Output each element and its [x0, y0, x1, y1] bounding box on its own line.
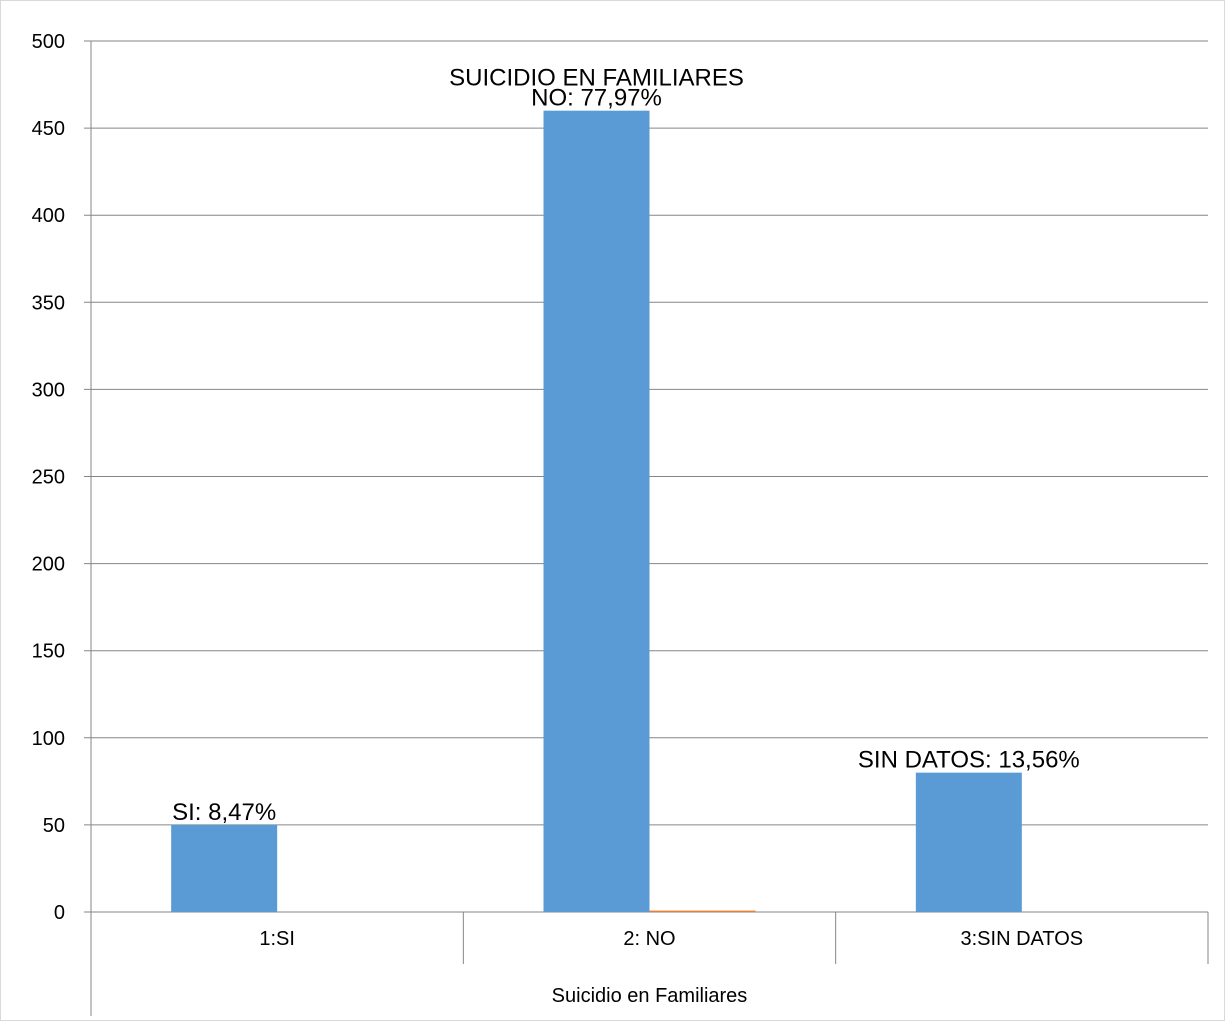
bar-series1-1 [171, 824, 278, 912]
y-tick-label: 450 [32, 118, 65, 140]
x-category-label: 1:SI [259, 928, 295, 950]
data-label: SIN DATOS: 13,56% [858, 747, 1080, 774]
bar-series1-3 [915, 772, 1022, 912]
y-tick-label: 100 [32, 728, 65, 750]
chart-annotation: SUICIDIO EN FAMILIARES [449, 65, 744, 92]
data-label: NO: 77,97% [531, 85, 662, 112]
data-label: SI: 8,47% [172, 799, 276, 826]
x-category-label: 2: NO [623, 928, 675, 950]
y-tick-label: 200 [32, 554, 65, 576]
x-category-label: 3:SIN DATOS [961, 928, 1084, 950]
y-tick-label: 0 [54, 902, 65, 924]
y-tick-label: 50 [43, 815, 65, 837]
bar-series2-2 [649, 910, 756, 912]
bar-series1-2 [543, 110, 650, 913]
x-axis-title: Suicidio en Familiares [552, 985, 748, 1007]
y-tick-label: 150 [32, 641, 65, 663]
y-tick-label: 500 [32, 31, 65, 53]
y-tick-label: 300 [32, 379, 65, 401]
bars [171, 110, 1022, 913]
y-tick-label: 400 [32, 205, 65, 227]
y-tick-label: 350 [32, 292, 65, 314]
y-tick-label: 250 [32, 467, 65, 489]
labels: 0 50 100 150 200 250 300 350 400 450 500 SI: 8,47% N… [32, 31, 1084, 950]
